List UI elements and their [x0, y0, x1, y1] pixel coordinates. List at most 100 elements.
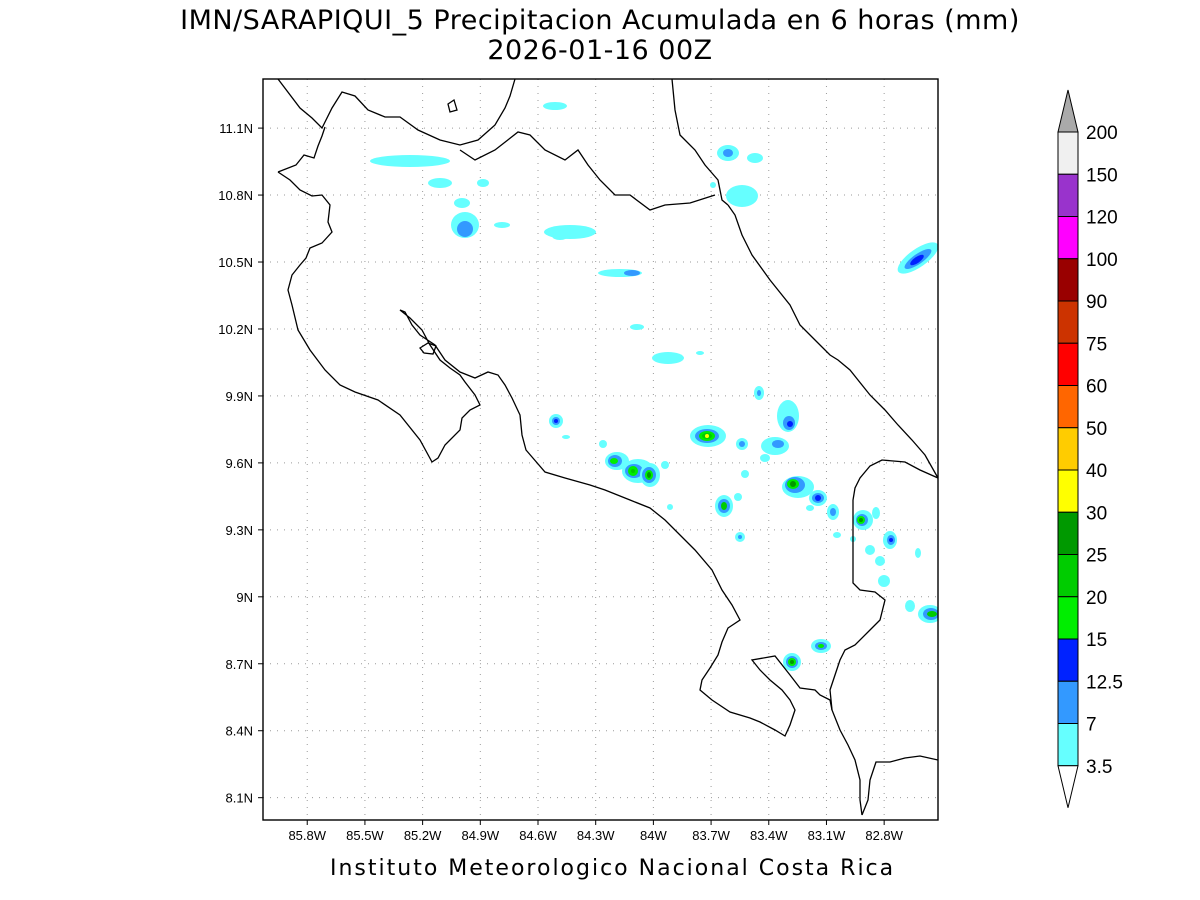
- precip-cell: [830, 508, 836, 516]
- lon-tick-label: 82.8W: [865, 828, 903, 843]
- precipitation-field: [370, 102, 938, 671]
- precip-cell: [631, 469, 635, 473]
- colorbar-swatch: [1057, 342, 1079, 386]
- colorbar-level-label: 90: [1086, 292, 1107, 313]
- lon-tick-label: 84.3W: [577, 828, 615, 843]
- nicaragua-coast-north: [277, 79, 516, 146]
- precip-cell: [428, 178, 452, 188]
- colorbar-swatch: [1057, 300, 1079, 344]
- precip-cell: [562, 435, 570, 439]
- colorbar-level-label: 3.5: [1086, 757, 1112, 778]
- precip-cell: [652, 352, 684, 364]
- precip-cell: [630, 324, 644, 330]
- coastline-and-borders: [277, 79, 938, 816]
- precip-cell: [599, 440, 607, 448]
- lon-tick-label: 85.8W: [288, 828, 326, 843]
- precip-cell: [661, 461, 669, 469]
- precip-cell: [739, 441, 745, 447]
- precip-cell: [696, 351, 704, 355]
- lat-tick-label: 8.7N: [226, 657, 253, 672]
- colorbar-level-label: 40: [1086, 461, 1107, 482]
- precip-cell: [667, 504, 673, 510]
- lat-tick-label: 8.4N: [226, 724, 253, 739]
- colorbar-level-label: 100: [1086, 250, 1118, 271]
- colorbar-swatch: [1057, 596, 1079, 640]
- colorbar-swatch: [1057, 469, 1079, 513]
- precip-cell: [624, 270, 640, 276]
- lon-tick-label: 85.2W: [404, 828, 442, 843]
- colorbar-min-triangle: [1057, 765, 1079, 808]
- colorbar-level-label: 60: [1086, 377, 1107, 398]
- precip-cell: [815, 495, 821, 501]
- lat-tick-label: 9N: [236, 590, 253, 605]
- lon-tick-label: 83.1W: [808, 828, 846, 843]
- latitude-axis: 11.1N 10.8N 10.5N 10.2N 9.9N 9.6N 9.3N 9N 8.7N 8.…: [218, 121, 263, 806]
- precip-cell: [552, 232, 568, 240]
- san-juan-river-delta: [671, 79, 729, 206]
- map-frame: [262, 78, 939, 821]
- precip-cell: [494, 222, 510, 228]
- lat-tick-label: 9.9N: [226, 389, 253, 404]
- lat-tick-label: 9.6N: [226, 456, 253, 471]
- precip-cell: [859, 518, 863, 522]
- precip-cell: [790, 481, 796, 487]
- precip-cell: [705, 434, 709, 438]
- precip-cell: [818, 644, 824, 648]
- precip-cell: [370, 155, 450, 167]
- precip-cell: [905, 600, 915, 612]
- precip-cell: [647, 472, 651, 478]
- lon-tick-label: 83.7W: [692, 828, 730, 843]
- graticule-grid: [263, 79, 938, 820]
- lat-tick-label: 10.2N: [218, 322, 253, 337]
- precipitation-colorbar: 200 150 120 100 90 75 60 50 40 30 25 20 15 12.5 7 3.5: [1057, 89, 1123, 808]
- colorbar-level-label: 150: [1086, 165, 1118, 186]
- colorbar-swatch: [1057, 173, 1079, 217]
- precip-cell: [454, 198, 470, 208]
- pacific-coast-south-panama: [861, 755, 938, 816]
- colorbar-level-label: 12.5: [1086, 672, 1123, 693]
- colorbar-swatch: [1057, 385, 1079, 429]
- precip-cell: [927, 611, 937, 617]
- longitude-axis: 85.8W 85.5W 85.2W 84.9W 84.6W 84.3W 84W 83.7W 83…: [288, 820, 904, 843]
- nicoya-gulf-island: [419, 342, 437, 355]
- precip-cell: [721, 502, 727, 510]
- precip-cell: [772, 440, 784, 448]
- precip-cell: [738, 535, 742, 539]
- lat-tick-label: 9.3N: [226, 523, 253, 538]
- precip-cell: [726, 185, 758, 207]
- precip-cell: [741, 470, 749, 478]
- precip-cell: [723, 149, 733, 157]
- map-subtitle-date: 2026-01-16 00Z: [487, 35, 713, 66]
- colorbar-level-label: 20: [1086, 588, 1107, 609]
- precip-cell: [747, 153, 763, 163]
- precip-cell: [477, 179, 489, 187]
- precip-cell: [757, 390, 761, 396]
- precip-cell: [790, 660, 794, 664]
- precip-cell: [915, 548, 921, 558]
- colorbar-level-label: 75: [1086, 334, 1107, 355]
- map-plot-area: [263, 79, 938, 820]
- precip-cell: [833, 532, 841, 538]
- lat-tick-label: 8.1N: [226, 791, 253, 806]
- colorbar-swatch: [1057, 638, 1079, 682]
- precip-cell: [889, 538, 893, 542]
- lon-tick-label: 84.6W: [519, 828, 557, 843]
- colorbar-swatch: [1057, 258, 1079, 302]
- panama-border: [829, 459, 938, 816]
- precip-cell: [910, 254, 924, 266]
- precip-cell: [806, 505, 814, 511]
- caribbean-coast: [727, 204, 938, 479]
- colorbar-level-label: 30: [1086, 503, 1107, 524]
- colorbar-level-label: 50: [1086, 419, 1107, 440]
- lat-tick-label: 11.1N: [219, 121, 253, 136]
- colorbar-level-label: 200: [1086, 123, 1118, 144]
- lon-tick-label: 84W: [640, 828, 667, 843]
- colorbar-swatch: [1057, 680, 1079, 724]
- colorbar-swatch: [1057, 554, 1079, 598]
- colorbar-swatch: [1057, 427, 1079, 471]
- colorbar-swatch: [1057, 511, 1079, 555]
- lat-tick-label: 10.8N: [218, 188, 253, 203]
- map-title: IMN/SARAPIQUI_5 Precipitacion Acumulada …: [180, 5, 1020, 36]
- precip-cell: [875, 556, 885, 566]
